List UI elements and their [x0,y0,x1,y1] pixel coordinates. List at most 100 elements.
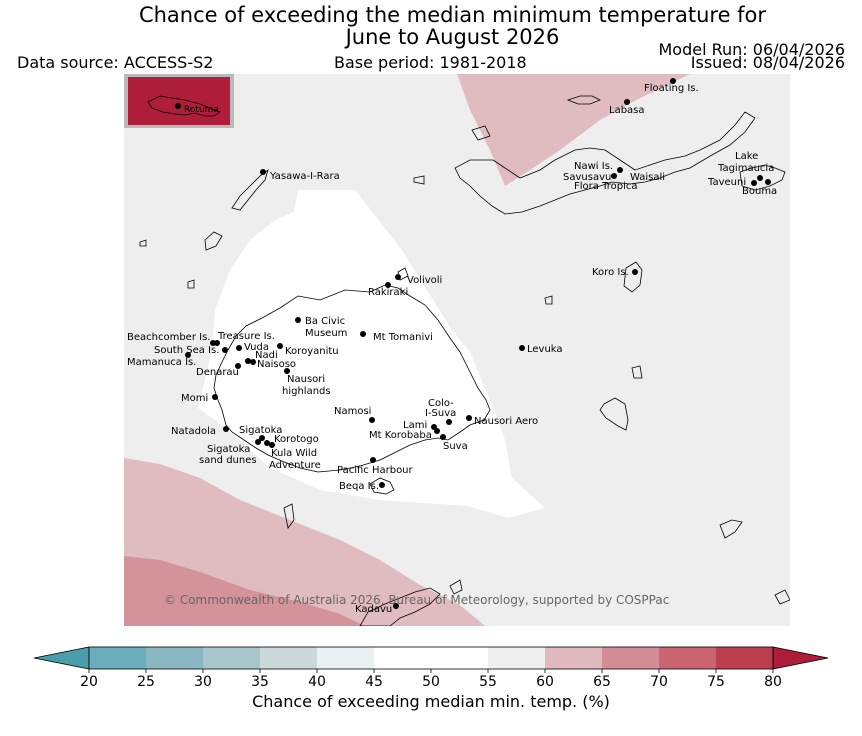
place-label: highlands [282,386,331,397]
marker-labasa [624,99,630,105]
place-label: Sigatoka [207,444,250,455]
place-label: Nawi Is. [574,161,613,172]
marker-rakiraki [385,282,391,288]
colorbar-segment [146,647,203,669]
marker-south-sea [222,347,228,353]
coastlines [139,95,790,626]
marker-treasure [214,340,220,346]
place-label: South Sea Is. [154,345,219,356]
place-label: Pacific Harbour [337,465,414,476]
colorbar-segment [431,647,488,669]
place-label: Adventure [269,460,321,471]
marker-ba-civic-museum [295,317,301,323]
place-label: Ba Civic [305,316,345,327]
marker-kula-wild [269,442,275,448]
colorbar-segment [203,647,260,669]
colorbar-segment [374,647,431,669]
place-label: Rakiraki [368,287,408,298]
colorbar-tick-label: 50 [422,674,440,690]
region-southwest-inner [124,556,365,626]
marker-koroyanitu [277,343,283,349]
place-label: Nadi [255,350,278,361]
marker-mt-korobaba [434,428,440,434]
place-label: Tagimaucia [717,163,774,174]
marker-sigatoka [259,435,265,441]
region-northeast-band [457,74,690,186]
marker-naisoso [250,359,256,365]
place-label: Momi [181,393,208,404]
rotuma-inset: Rotuma [124,74,234,128]
marker-nausori-aero [466,415,472,421]
place-label: Koroyanitu [285,346,339,357]
marker-koro [632,269,638,275]
place-label: Mt Korobaba [369,430,432,441]
region-central-land [198,190,545,518]
colorbar-tick-label: 30 [194,674,212,690]
marker-rotuma [175,103,181,109]
inset-coastline [147,95,221,117]
marker-mamanuca [185,352,191,358]
place-markers [185,78,771,609]
map-panel: Floating Is. Labasa Nawi Is. Savusavu Wa… [124,74,790,626]
place-label: Volivoli [407,275,442,286]
marker-mt-tomanivi [360,331,366,337]
colorbar-label: Chance of exceeding median min. temp. (%… [252,692,610,711]
colorbar-segment [659,647,716,669]
marker-pacific-harbour [370,457,376,463]
place-label: Bouma [742,186,777,197]
place-label: Koro Is. [592,267,629,278]
colorbar-tick-label: 35 [251,674,269,690]
place-label: Colo- [428,398,454,409]
place-label: Treasure Is. [217,331,275,342]
place-label: Suva [443,441,468,452]
colorbar-tick-label: 20 [80,674,98,690]
marker-taveuni [751,180,757,186]
place-label: Labasa [609,105,645,116]
place-label: Denarau [196,367,239,378]
marker-natadola [223,426,229,432]
place-label: Savusavu [563,172,611,183]
marker-beqa [379,482,385,488]
place-label: Namosi [334,406,371,417]
marker-savusavu [617,167,623,173]
place-label: Naisoso [257,359,296,370]
inset-label: Rotuma [184,105,219,115]
colorbar-tick-label: 65 [593,674,611,690]
marker-korotogo [264,440,270,446]
colorbar-segment [488,647,545,669]
map-title-line1: Chance of exceeding the median minimum t… [138,3,767,27]
colorbar-tick-label: 45 [365,674,383,690]
place-label: Lake [735,151,758,162]
inset-rotuma-region [128,77,230,125]
marker-levuka [519,345,525,351]
marker-volivoli [395,274,401,280]
marker-kadavu [393,603,399,609]
place-label: Nausori Aero [474,416,538,427]
marker-bouma [765,179,771,185]
place-label: Levuka [527,344,563,355]
place-label: Museum [305,328,347,339]
marker-vuda [236,345,242,351]
colorbar-segment [260,647,317,669]
place-label: Korotogo [274,434,319,445]
colorbar-segment [545,647,602,669]
colorbar-segment [89,647,146,669]
place-label: Beqa Is. [339,481,379,492]
place-label: Nausori [287,374,325,385]
marker-lake-tagimaucia [757,175,763,181]
place-label: Vuda [244,342,269,353]
place-label: Beachcomber Is. [127,332,210,343]
colorbar-segment [602,647,659,669]
marker-yasawa [260,169,266,175]
copyright-notice: © Commonwealth of Australia 2026, Bureau… [164,593,669,607]
place-labels: Floating Is. Labasa Nawi Is. Savusavu Wa… [127,83,777,615]
marker-momi [212,394,218,400]
place-label: Floating Is. [644,83,699,94]
colorbar-segment [716,647,773,669]
place-label: Kadavu [355,604,392,615]
marker-denarau [235,363,241,369]
place-label: Lami [403,420,427,431]
place-label: I-Suva [425,408,456,419]
colorbar-tick-label: 40 [308,674,326,690]
